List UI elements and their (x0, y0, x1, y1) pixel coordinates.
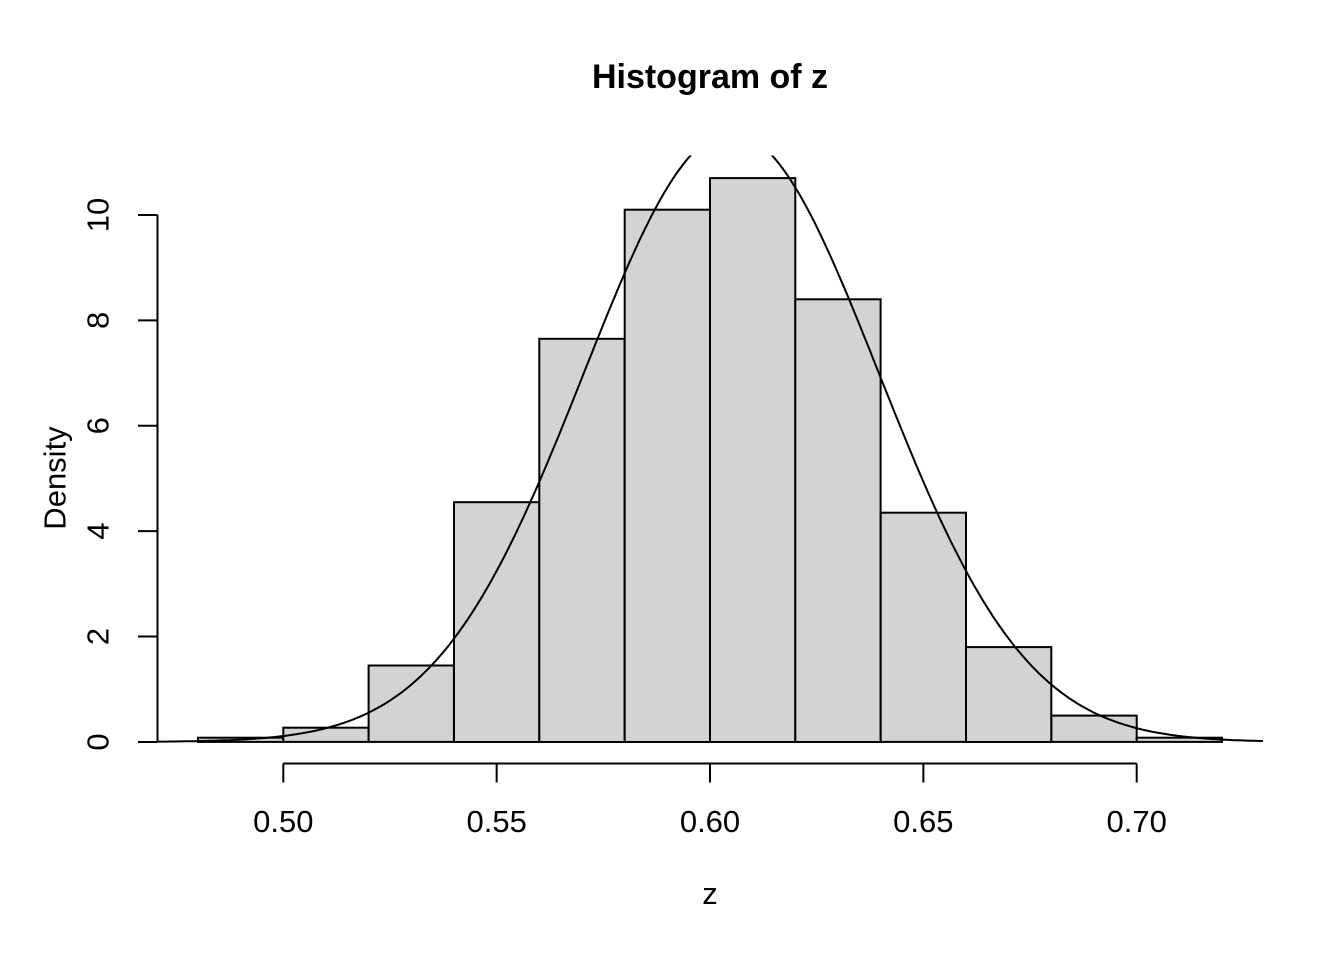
x-tick-labels: 0.50 0.55 0.60 0.65 0.70 (253, 804, 1167, 839)
x-tick-label: 0.60 (680, 804, 740, 839)
density-curve (157, 155, 1263, 743)
y-tick-label: 2 (81, 628, 116, 645)
histogram-bar (794, 298, 882, 743)
x-tick-label: 0.55 (466, 804, 526, 839)
chart-title: Histogram of z (591, 58, 829, 96)
histogram-bar (1050, 714, 1138, 743)
x-tick-label: 0.70 (1107, 804, 1167, 839)
histogram-bar (965, 646, 1053, 743)
y-axis (138, 213, 159, 743)
x-tick-label: 0.50 (253, 804, 313, 839)
histogram-bar (538, 337, 626, 743)
y-tick-label: 6 (81, 417, 116, 434)
histogram-bar (709, 177, 797, 744)
y-tick-label: 10 (81, 198, 116, 232)
y-tick-label: 4 (81, 523, 116, 540)
histogram-bars (197, 177, 1223, 744)
y-tick-label: 0 (81, 733, 116, 750)
histogram-bar (623, 208, 712, 743)
x-axis (282, 762, 1138, 783)
x-axis-title: z (702, 876, 718, 911)
histogram-bar (367, 664, 455, 743)
histogram-bar (879, 511, 968, 743)
y-tick-label: 8 (81, 312, 116, 329)
y-tick-labels: 0 2 4 6 8 10 (81, 198, 116, 751)
x-tick-label: 0.65 (893, 804, 953, 839)
